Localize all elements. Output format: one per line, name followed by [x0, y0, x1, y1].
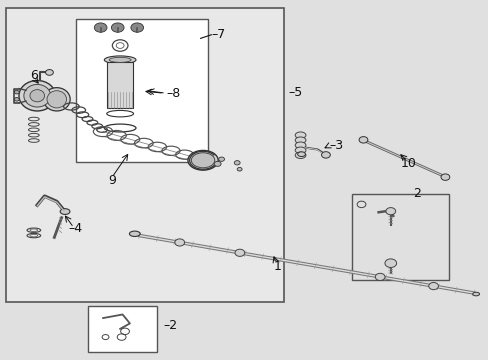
Circle shape — [235, 249, 244, 256]
Bar — [107, 62, 133, 108]
Ellipse shape — [129, 231, 140, 237]
Circle shape — [94, 23, 107, 32]
Bar — [76, 19, 207, 162]
Circle shape — [385, 208, 395, 215]
Text: –8: –8 — [166, 87, 181, 100]
Circle shape — [237, 167, 242, 171]
Bar — [5, 8, 283, 302]
Bar — [351, 194, 448, 280]
Circle shape — [14, 98, 19, 101]
Circle shape — [45, 69, 53, 75]
Text: 2: 2 — [412, 187, 420, 200]
Text: –4: –4 — [68, 222, 82, 235]
Text: 10: 10 — [400, 157, 416, 170]
Circle shape — [175, 239, 184, 246]
Ellipse shape — [60, 209, 70, 215]
Text: –7: –7 — [211, 28, 225, 41]
Ellipse shape — [472, 292, 479, 296]
Ellipse shape — [187, 150, 218, 170]
Circle shape — [111, 23, 124, 32]
Circle shape — [214, 161, 221, 166]
Ellipse shape — [295, 137, 305, 143]
Ellipse shape — [24, 85, 51, 107]
Circle shape — [14, 90, 19, 94]
Text: 1: 1 — [273, 260, 281, 273]
Circle shape — [428, 283, 438, 290]
Ellipse shape — [295, 142, 305, 148]
Text: –5: –5 — [288, 86, 302, 99]
Ellipse shape — [30, 90, 44, 102]
Ellipse shape — [297, 152, 305, 157]
Ellipse shape — [191, 153, 214, 168]
Ellipse shape — [295, 152, 305, 158]
Circle shape — [234, 161, 240, 165]
Circle shape — [384, 259, 396, 267]
Text: 9: 9 — [108, 174, 116, 186]
Ellipse shape — [43, 87, 70, 111]
Text: –2: –2 — [163, 319, 177, 332]
Circle shape — [131, 23, 143, 32]
Ellipse shape — [109, 57, 131, 62]
Circle shape — [358, 136, 367, 143]
Ellipse shape — [19, 81, 56, 111]
Circle shape — [374, 273, 384, 280]
Bar — [88, 306, 157, 352]
Ellipse shape — [104, 56, 136, 64]
Text: 6: 6 — [30, 69, 38, 82]
Circle shape — [321, 152, 330, 158]
Ellipse shape — [295, 147, 305, 153]
Text: –3: –3 — [329, 139, 343, 152]
Ellipse shape — [295, 132, 305, 138]
Circle shape — [218, 157, 224, 161]
Ellipse shape — [47, 91, 66, 108]
Circle shape — [440, 174, 449, 180]
